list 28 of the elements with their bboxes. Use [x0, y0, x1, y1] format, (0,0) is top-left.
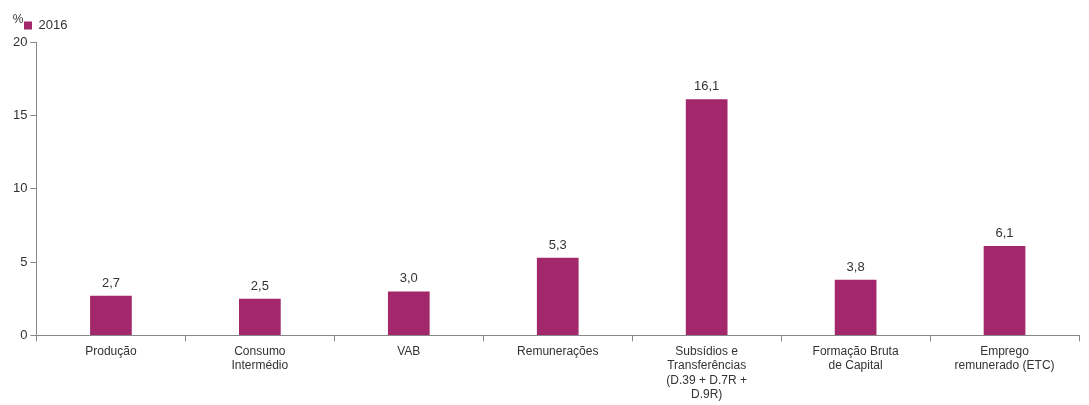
data-label: 2,7 [101, 274, 120, 290]
bar [983, 245, 1026, 335]
y-tick-label: 20 [12, 33, 28, 49]
y-tick-label: 15 [12, 106, 28, 122]
bar [90, 295, 132, 335]
bar [536, 257, 579, 335]
bar [239, 298, 281, 335]
bar [685, 99, 728, 335]
bar [834, 279, 877, 335]
y-tick-label: 0 [20, 326, 28, 342]
data-label: 2,5 [250, 277, 269, 293]
bar [387, 291, 430, 335]
x-tick-label: Consumo Intermédio [231, 343, 289, 373]
x-tick-label: Emprego remunerado (ETC) [954, 343, 1055, 373]
y-axis-title: % [12, 12, 24, 27]
x-tick-label: Subsídios e Transferências (D.39 + D.7R + D.9R) [666, 343, 748, 402]
data-label: 16,1 [694, 78, 720, 94]
data-label: 5,3 [548, 236, 567, 252]
data-label: 3,8 [846, 258, 865, 274]
y-tick-label: 10 [12, 180, 28, 196]
x-tick-label: VAB [397, 343, 421, 358]
data-label: 6,1 [995, 224, 1014, 240]
x-tick-label: Produção [85, 343, 137, 358]
x-tick-label: Remunerações [517, 343, 599, 358]
legend-label: 2016 [38, 17, 68, 33]
data-label: 3,0 [399, 270, 418, 286]
y-tick-label: 5 [20, 253, 28, 269]
x-tick-label: Formação Bruta de Capital [812, 343, 899, 373]
